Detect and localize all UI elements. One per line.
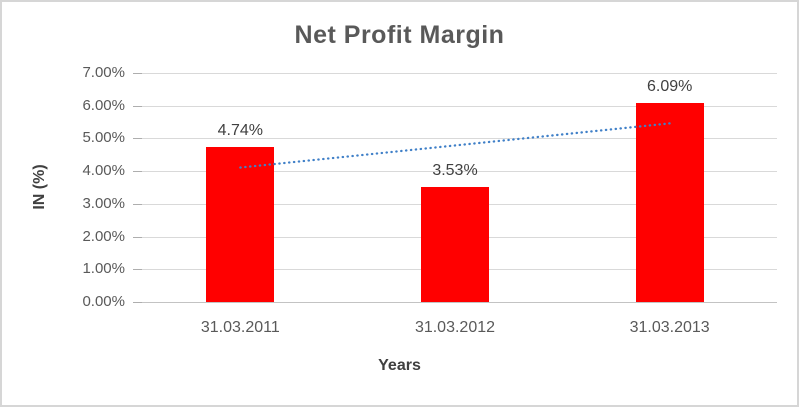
y-tick-label: 7.00% bbox=[82, 64, 125, 81]
y-tick-label: 4.00% bbox=[82, 162, 125, 180]
y-tick-label: 5.00% bbox=[82, 129, 125, 147]
y-tick-mark bbox=[133, 171, 142, 173]
gridline bbox=[133, 73, 777, 74]
gridline bbox=[133, 171, 777, 173]
y-tick-mark bbox=[133, 138, 142, 140]
y-tick-label: 0.00% bbox=[82, 293, 125, 310]
chart-title: Net Profit Margin bbox=[294, 21, 505, 49]
y-tick-mark bbox=[133, 73, 142, 74]
y-tick-mark bbox=[133, 302, 142, 303]
y-tick-label: 3.00% bbox=[82, 194, 125, 212]
y-tick-mark bbox=[133, 269, 142, 271]
x-tick-label: 31.03.2013 bbox=[629, 319, 710, 336]
y-tick-label: 1.00% bbox=[82, 260, 125, 278]
bar bbox=[206, 146, 275, 302]
x-tick-label: 31.03.2012 bbox=[414, 319, 496, 336]
bar bbox=[635, 102, 704, 302]
bar-data-label: 4.74% bbox=[217, 121, 264, 139]
y-tick-label: 6.00% bbox=[82, 96, 125, 114]
x-tick-label: 31.03.2011 bbox=[200, 319, 280, 336]
y-tick-mark bbox=[133, 203, 142, 205]
bar-data-label: 3.53% bbox=[432, 161, 478, 179]
y-tick-mark bbox=[133, 236, 142, 238]
bar-data-label: 6.09% bbox=[646, 77, 693, 95]
gridline bbox=[133, 302, 777, 303]
gridline bbox=[133, 105, 777, 107]
y-tick-mark bbox=[133, 105, 142, 107]
bar bbox=[421, 186, 489, 302]
y-tick-label: 2.00% bbox=[82, 227, 125, 245]
x-axis-title: Years bbox=[378, 357, 421, 374]
